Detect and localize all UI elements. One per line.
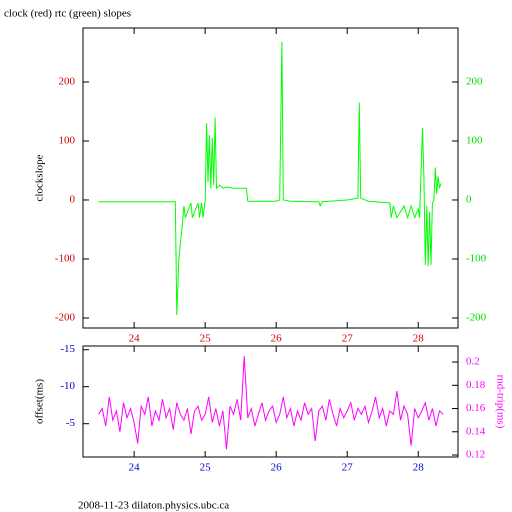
y2-tick-label: -100	[466, 253, 487, 265]
y2-tick-label: 0.2	[466, 356, 480, 368]
x-tick-label: 26	[271, 333, 283, 345]
x-tick-label: 25	[200, 462, 212, 474]
x-tick-label: 26	[271, 462, 283, 474]
x-tick-label: 27	[342, 462, 354, 474]
x-tick-label: 27	[342, 333, 354, 345]
plot-frame	[82, 345, 459, 458]
x-tick-label: 24	[129, 462, 141, 474]
y-tick-label: -100	[55, 253, 76, 265]
y-tick-label: -15	[60, 343, 75, 355]
x-tick-label: 24	[129, 333, 141, 345]
y2-tick-label: 0.12	[466, 449, 485, 461]
x-tick-label: 25	[200, 333, 212, 345]
plot-frame	[82, 27, 459, 329]
y2-tick-label: 0.14	[466, 425, 486, 437]
y-tick-label: -10	[60, 380, 75, 392]
y2-axis-label: rnd-trip(ms)	[494, 375, 506, 429]
y-tick-label: 0	[70, 194, 76, 206]
data-line	[98, 41, 442, 316]
y2-tick-label: 200	[466, 76, 483, 88]
y-tick-label: 200	[59, 76, 76, 88]
y-tick-label: 100	[59, 135, 76, 147]
data-line	[98, 356, 444, 450]
y2-tick-label: 0.16	[466, 402, 486, 414]
x-tick-label: 28	[413, 333, 425, 345]
y2-tick-label: -200	[466, 312, 487, 324]
y2-tick-label: 0.18	[466, 379, 486, 391]
y-axis-label: offset(ms)	[34, 379, 46, 424]
x-tick-label: 28	[413, 462, 425, 474]
y2-tick-label: 100	[466, 135, 483, 147]
footer: 2008-11-23 dilaton.physics.ubc.ca	[78, 500, 229, 512]
chart-title: clock (red) rtc (green) slopes	[4, 8, 131, 20]
y-tick-label: -5	[66, 417, 76, 429]
y-axis-label: clockslope	[34, 154, 46, 201]
y-tick-label: -200	[55, 312, 76, 324]
y2-tick-label: 0	[466, 194, 472, 206]
